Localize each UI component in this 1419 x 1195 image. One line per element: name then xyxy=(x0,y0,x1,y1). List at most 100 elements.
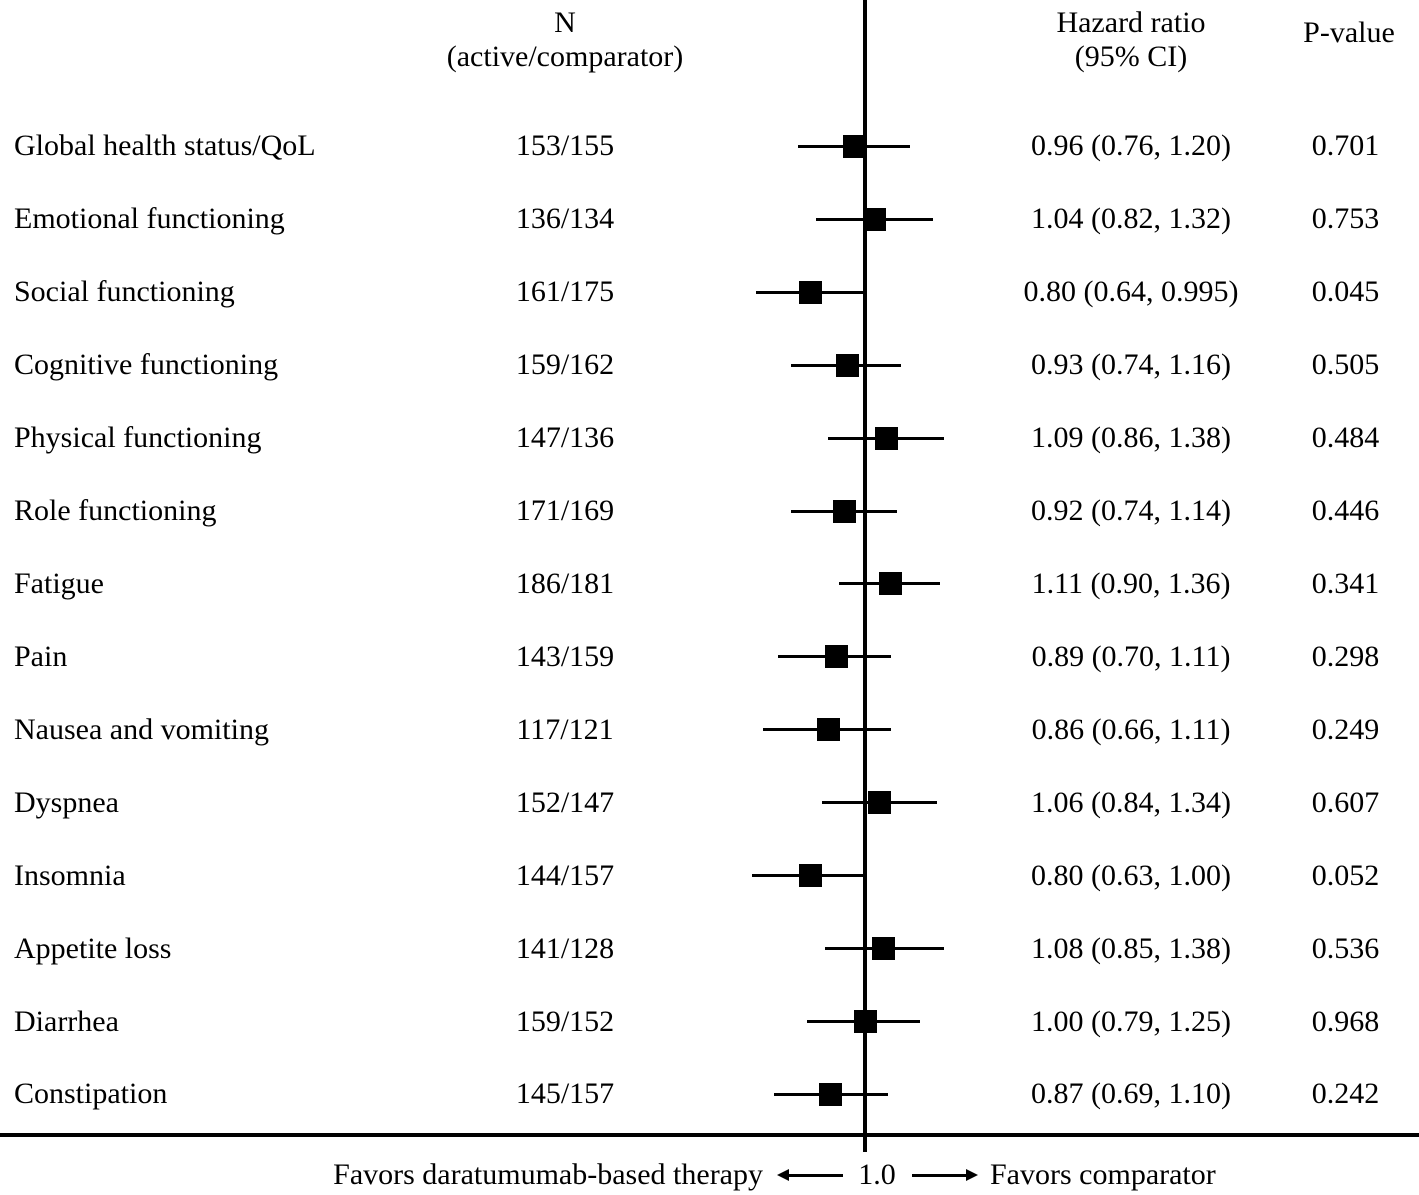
row-hr-ci-text: 0.96 (0.76, 1.20) xyxy=(1031,129,1231,163)
row-n-value: 144/157 xyxy=(515,858,615,892)
row-n-value: 147/136 xyxy=(515,421,615,455)
hazard-ratio-marker xyxy=(872,937,896,961)
left-arrow-head xyxy=(777,1169,789,1181)
row-hr-ci-text: 1.08 (0.85, 1.38) xyxy=(1031,931,1231,965)
hazard-ratio-header-line2: (95% CI) xyxy=(1074,40,1188,73)
reference-tick-label: 1.0 xyxy=(858,1158,896,1191)
row-label: Global health status/QoL xyxy=(14,129,316,163)
row-p-value: 0.045 xyxy=(1311,275,1380,309)
row-hr-ci-text: 0.92 (0.74, 1.14) xyxy=(1031,494,1231,528)
hazard-ratio-marker xyxy=(879,572,903,596)
row-p-value: 0.968 xyxy=(1311,1004,1380,1038)
row-hr-ci-text: 0.80 (0.64, 0.995) xyxy=(1023,275,1239,309)
row-label: Constipation xyxy=(14,1077,168,1111)
row-label: Pain xyxy=(14,639,68,673)
row-p-value: 0.607 xyxy=(1311,785,1380,819)
row-n-value: 186/181 xyxy=(515,566,615,600)
hazard-ratio-marker xyxy=(819,1082,843,1106)
hazard-ratio-column-header: Hazard ratio (95% CI) xyxy=(990,6,1272,74)
forest-row: Pain 143/159 0.89 (0.70, 1.11) 0.298 xyxy=(0,620,1419,693)
forest-row: Physical functioning 147/136 1.09 (0.86, 1… xyxy=(0,402,1419,475)
row-label: Cognitive functioning xyxy=(14,348,279,382)
p-value-column-header: P-value xyxy=(1303,16,1395,49)
row-n-value: 145/157 xyxy=(515,1077,615,1111)
row-p-value: 0.753 xyxy=(1311,202,1380,236)
forest-row: Nausea and vomiting 117/121 0.86 (0.66, 1.… xyxy=(0,693,1419,766)
right-arrow-icon xyxy=(912,1168,978,1182)
row-plot-cell xyxy=(700,620,990,693)
row-label: Diarrhea xyxy=(14,1004,119,1038)
row-plot-cell xyxy=(700,548,990,621)
row-label: Fatigue xyxy=(14,566,104,600)
forest-row: Appetite loss 141/128 1.08 (0.85, 1.38) 0.5… xyxy=(0,912,1419,985)
hazard-ratio-marker xyxy=(863,207,887,231)
forest-row: Social functioning 161/175 0.80 (0.64, 0.9… xyxy=(0,256,1419,329)
row-plot-cell xyxy=(700,329,990,402)
row-p-value: 0.446 xyxy=(1311,494,1380,528)
n-header-line1: N xyxy=(554,6,576,39)
row-label: Social functioning xyxy=(14,275,235,309)
row-n-value: 152/147 xyxy=(515,785,615,819)
forest-row: Role functioning 171/169 0.92 (0.74, 1.14)… xyxy=(0,475,1419,548)
forest-row: Emotional functioning 136/134 1.04 (0.82, … xyxy=(0,183,1419,256)
row-p-value: 0.505 xyxy=(1311,348,1380,382)
row-p-value: 0.298 xyxy=(1311,639,1380,673)
row-n-value: 159/152 xyxy=(515,1004,615,1038)
row-plot-cell xyxy=(700,1058,990,1131)
row-p-value: 0.536 xyxy=(1311,931,1380,965)
row-hr-ci-text: 0.87 (0.69, 1.10) xyxy=(1031,1077,1231,1111)
n-column-header: N (active/comparator) xyxy=(430,6,700,74)
row-label: Emotional functioning xyxy=(14,202,285,236)
row-n-value: 141/128 xyxy=(515,931,615,965)
row-plot-cell xyxy=(700,839,990,912)
row-n-value: 117/121 xyxy=(516,712,614,746)
forest-row: Fatigue 186/181 1.11 (0.90, 1.36) 0.341 xyxy=(0,548,1419,621)
row-hr-ci-text: 0.93 (0.74, 1.16) xyxy=(1031,348,1231,382)
left-arrow-icon xyxy=(777,1168,843,1182)
row-n-value: 153/155 xyxy=(515,129,615,163)
row-label: Dyspnea xyxy=(14,785,119,819)
row-hr-ci-text: 0.89 (0.70, 1.11) xyxy=(1031,639,1231,673)
forest-row: Diarrhea 159/152 1.00 (0.79, 1.25) 0.968 xyxy=(0,985,1419,1058)
row-plot-cell xyxy=(700,766,990,839)
row-p-value: 0.052 xyxy=(1311,858,1380,892)
forest-row: Dyspnea 152/147 1.06 (0.84, 1.34) 0.607 xyxy=(0,766,1419,839)
row-n-value: 159/162 xyxy=(515,348,615,382)
left-arrow-shaft xyxy=(785,1174,843,1177)
row-hr-ci-text: 0.86 (0.66, 1.11) xyxy=(1031,712,1231,746)
row-p-value: 0.484 xyxy=(1311,421,1380,455)
row-label: Insomnia xyxy=(14,858,126,892)
row-plot-cell xyxy=(700,475,990,548)
row-label: Physical functioning xyxy=(14,421,262,455)
forest-rows: Global health status/QoL 153/155 0.96 (0.7… xyxy=(0,110,1419,1131)
row-label: Role functioning xyxy=(14,494,217,528)
row-hr-ci-text: 1.04 (0.82, 1.32) xyxy=(1031,202,1231,236)
hazard-ratio-marker xyxy=(843,134,867,158)
right-arrow-shaft xyxy=(912,1174,970,1177)
row-p-value: 0.341 xyxy=(1311,566,1380,600)
row-p-value: 0.249 xyxy=(1311,712,1380,746)
row-hr-ci-text: 1.11 (0.90, 1.36) xyxy=(1031,566,1231,600)
row-plot-cell xyxy=(700,912,990,985)
row-plot-cell xyxy=(700,985,990,1058)
row-n-value: 171/169 xyxy=(515,494,615,528)
favors-right-label: Favors comparator xyxy=(990,1158,1216,1191)
forest-row: Cognitive functioning 159/162 0.93 (0.74, … xyxy=(0,329,1419,402)
row-label: Nausea and vomiting xyxy=(14,712,269,746)
row-plot-cell xyxy=(700,402,990,475)
hazard-ratio-marker xyxy=(874,426,898,450)
row-n-value: 143/159 xyxy=(515,639,615,673)
row-hr-ci-text: 1.06 (0.84, 1.34) xyxy=(1031,785,1231,819)
favors-left-label: Favors daratumumab-based therapy xyxy=(333,1158,763,1191)
forest-row: Insomnia 144/157 0.80 (0.63, 1.00) 0.052 xyxy=(0,839,1419,912)
row-plot-cell xyxy=(700,693,990,766)
row-hr-ci-text: 1.00 (0.79, 1.25) xyxy=(1031,1004,1231,1038)
hazard-ratio-marker xyxy=(798,864,822,888)
right-arrow-head xyxy=(966,1169,978,1181)
row-p-value: 0.701 xyxy=(1311,129,1380,163)
hazard-ratio-marker xyxy=(853,1010,877,1034)
row-n-value: 161/175 xyxy=(515,275,615,309)
hazard-ratio-marker xyxy=(816,718,840,742)
row-hr-ci-text: 0.80 (0.63, 1.00) xyxy=(1031,858,1231,892)
